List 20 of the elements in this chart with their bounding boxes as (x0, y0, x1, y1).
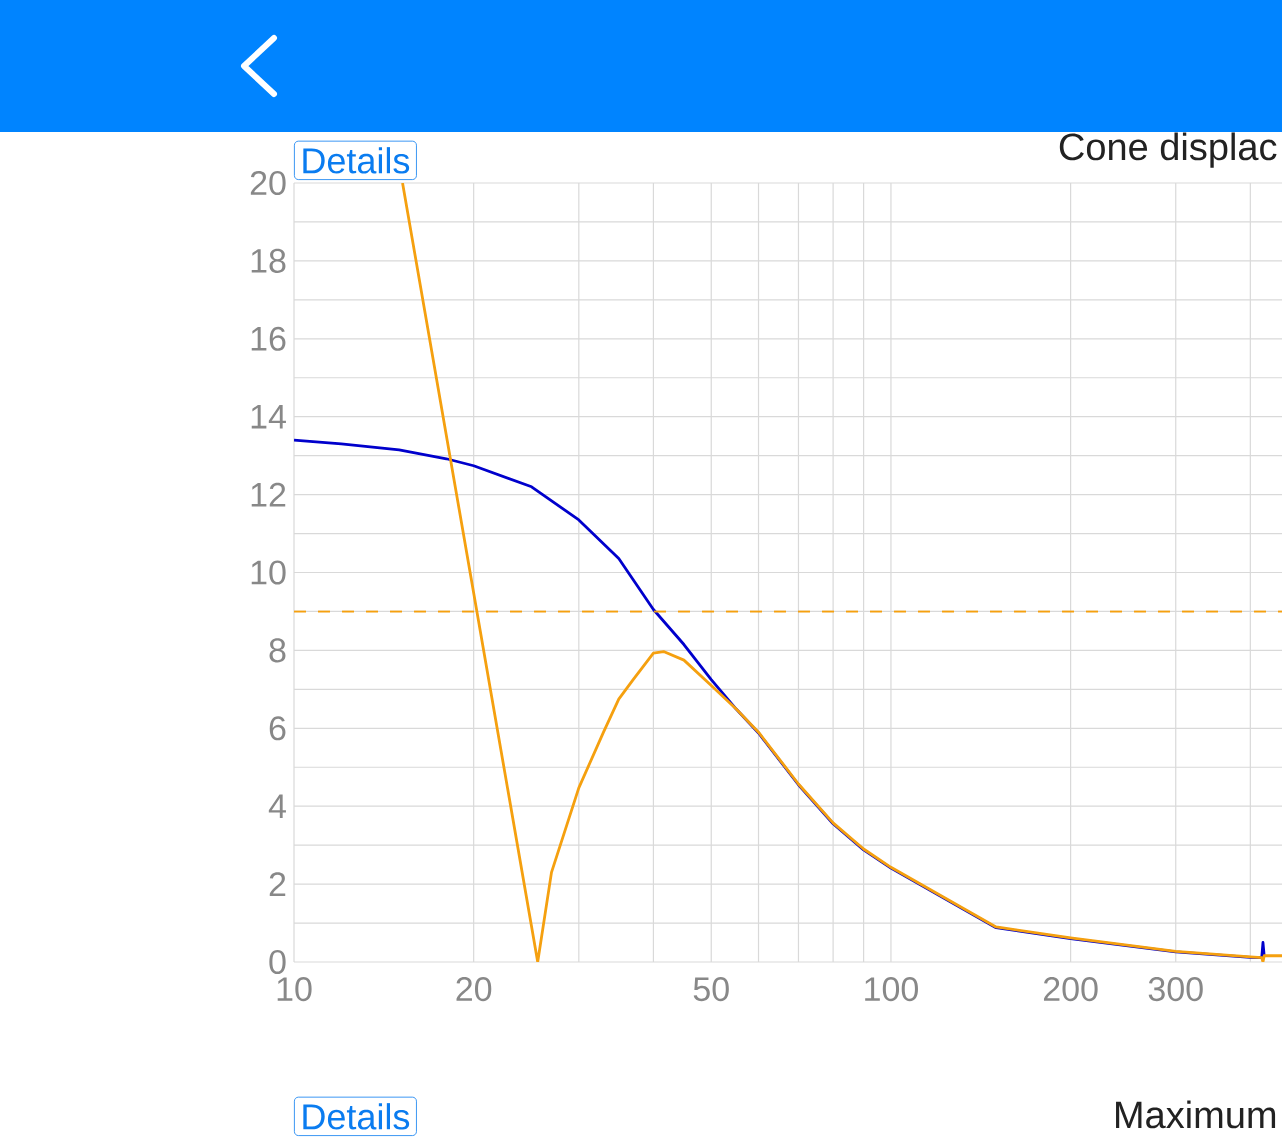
chart-title: Cone displac (1059, 132, 1277, 168)
y-tick-label: 6 (269, 716, 286, 741)
x-tick-label: 100 (865, 977, 918, 1002)
x-tick-label: 200 (1043, 977, 1098, 1002)
x-tick-label: 20 (456, 977, 492, 1002)
y-tick-label: 12 (251, 482, 286, 507)
y-tick-label: 18 (251, 248, 286, 273)
y-tick-label: 16 (251, 326, 286, 351)
x-tick-label: 50 (693, 977, 729, 1002)
y-tick-label: 8 (269, 638, 286, 663)
text: Maximum (1116, 1100, 1276, 1129)
text: Details (303, 147, 410, 174)
x-tick-label: 300 (1148, 977, 1203, 1002)
y-tick-label: 4 (268, 794, 286, 818)
y-tick-label: 10 (251, 560, 286, 585)
text: Details (303, 1103, 410, 1130)
y-tick-label: 0 (269, 949, 286, 975)
y-tick-label: 2 (269, 872, 286, 896)
y-tick-label: 20 (250, 170, 286, 196)
y-tick-label: 14 (251, 404, 286, 429)
